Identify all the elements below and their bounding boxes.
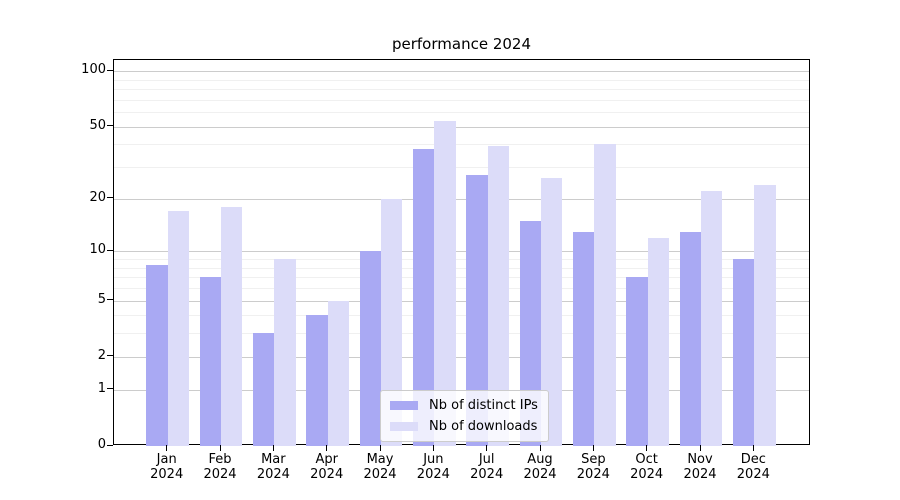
legend-item-distinct-ips: Nb of distinct IPs [390, 397, 538, 414]
x-tick-label: Jan 2024 [150, 452, 184, 482]
x-tick-mark [752, 445, 754, 451]
minor-gridline [114, 144, 809, 146]
x-tick-label: Mar 2024 [256, 452, 290, 482]
bar-distinct-ips-feb [199, 277, 222, 446]
x-tick-label: Oct 2024 [630, 452, 664, 482]
minor-gridline [114, 99, 809, 101]
bar-distinct-ips-jul [466, 175, 488, 446]
minor-gridline [114, 167, 809, 169]
major-gridline [114, 251, 809, 253]
plot-area: Nb of distinct IPs Nb of downloads [113, 59, 810, 446]
minor-gridline [114, 259, 809, 261]
x-tick-mark [272, 445, 274, 451]
x-tick-label: Aug 2024 [523, 452, 557, 482]
x-tick-mark [592, 445, 594, 451]
y-tick-label: 50 [89, 117, 106, 133]
y-tick-mark [107, 444, 113, 446]
major-gridline [114, 356, 809, 358]
y-tick-mark [107, 299, 113, 300]
bar-distinct-ips-sep [573, 231, 595, 446]
x-tick-mark [486, 445, 488, 451]
x-tick-mark [699, 445, 701, 451]
bar-distinct-ips-apr [306, 315, 328, 446]
x-tick-mark [166, 445, 168, 451]
minor-gridline [114, 112, 809, 114]
bar-distinct-ips-jan [146, 264, 168, 446]
minor-gridline [114, 287, 809, 289]
legend-swatch-downloads-icon [390, 422, 418, 431]
x-tick-mark [432, 445, 434, 451]
y-tick-label: 1 [97, 380, 106, 396]
legend-item-downloads: Nb of downloads [390, 418, 538, 435]
bar-distinct-ips-dec [733, 259, 755, 446]
y-tick-mark [107, 69, 113, 71]
x-tick-label: May 2024 [363, 452, 397, 482]
minor-gridline [114, 79, 809, 81]
y-tick-label: 0 [97, 437, 106, 452]
bar-downloads-nov [701, 191, 723, 446]
bar-distinct-ips-may [359, 251, 382, 446]
bar-downloads-apr [327, 300, 349, 446]
major-gridline [114, 300, 809, 302]
legend-label-distinct-ips: Nb of distinct IPs [429, 398, 538, 413]
bar-downloads-jun [434, 120, 456, 446]
minor-gridline [114, 315, 809, 317]
bar-downloads-sep [594, 144, 616, 446]
y-tick-label: 5 [97, 291, 106, 307]
major-gridline [114, 126, 809, 128]
bar-distinct-ips-mar [253, 333, 275, 446]
y-tick-mark [107, 355, 113, 357]
x-tick-label: Jun 2024 [416, 452, 450, 482]
bar-downloads-oct [647, 237, 669, 446]
legend-swatch-distinct-ips-icon [390, 401, 418, 410]
x-tick-label: Apr 2024 [310, 452, 344, 482]
bar-downloads-jan [167, 211, 189, 446]
y-tick-label: 100 [81, 62, 106, 78]
chart-title: performance 2024 [391, 35, 531, 53]
major-gridline [114, 198, 809, 200]
legend: Nb of distinct IPs Nb of downloads [380, 390, 549, 442]
bar-downloads-jul [487, 146, 509, 446]
x-tick-mark [646, 445, 648, 451]
x-tick-mark [219, 445, 221, 451]
y-tick-mark [107, 388, 113, 390]
x-tick-mark [539, 445, 541, 451]
y-tick-label: 10 [89, 242, 106, 258]
bar-downloads-dec [754, 184, 776, 446]
minor-gridline [114, 277, 809, 279]
x-tick-label: Feb 2024 [203, 452, 237, 482]
bar-distinct-ips-jun [413, 148, 435, 446]
x-tick-label: Sep 2024 [576, 452, 610, 482]
bar-downloads-feb [221, 206, 243, 446]
y-tick-mark [107, 125, 113, 127]
legend-label-downloads: Nb of downloads [429, 419, 538, 434]
x-tick-mark [326, 445, 328, 451]
minor-gridline [114, 267, 809, 269]
x-tick-label: Nov 2024 [683, 452, 717, 482]
x-tick-mark [379, 445, 381, 451]
minor-gridline [114, 89, 809, 91]
bar-downloads-may [381, 198, 403, 446]
x-tick-label: Jul 2024 [470, 452, 504, 482]
bar-distinct-ips-aug [519, 220, 541, 446]
y-tick-mark [107, 249, 113, 251]
major-gridline [114, 71, 809, 73]
y-tick-mark [107, 197, 113, 199]
minor-gridline [114, 333, 809, 335]
y-tick-label: 20 [89, 189, 106, 205]
y-tick-label: 2 [97, 347, 106, 363]
bar-downloads-aug [541, 178, 563, 446]
bar-distinct-ips-nov [679, 231, 701, 446]
bar-downloads-mar [274, 259, 296, 446]
bar-distinct-ips-oct [626, 277, 648, 446]
x-tick-label: Dec 2024 [736, 452, 770, 482]
